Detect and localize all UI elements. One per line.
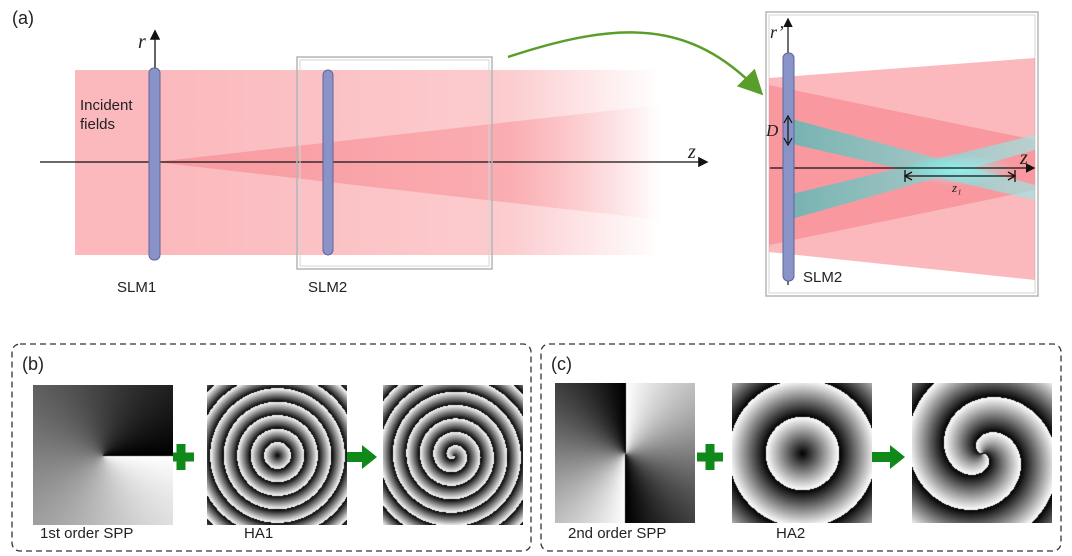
- panel-b-frame: [11, 343, 532, 552]
- panel-b-label: (b): [22, 354, 44, 374]
- r-axis-label: r: [138, 31, 146, 53]
- slm2-zoom-frame: [296, 56, 493, 270]
- c-spp2-image: [555, 383, 695, 523]
- plus-icon: [697, 444, 723, 470]
- z1-arrow-left: [903, 171, 913, 181]
- panel-c-frame: [540, 343, 1062, 552]
- beam-lower: [155, 105, 660, 255]
- inset-focus-glow: [905, 154, 1015, 186]
- inset-panel: z r’ D z₁ SLM2: [765, 11, 1039, 297]
- slm1-plate: [148, 67, 161, 261]
- z1-arrow-right: [1007, 171, 1017, 181]
- c-img2-caption: HA2: [776, 525, 805, 542]
- d-arrow-bottom: [783, 137, 793, 147]
- incident-label-2: fields: [80, 116, 115, 133]
- incident-label-1: Incident: [80, 97, 133, 114]
- arrow-right-icon: [871, 445, 905, 469]
- inset-d-label: D: [765, 121, 779, 140]
- d-arrow-top: [783, 114, 793, 124]
- plus-icon: [168, 444, 194, 470]
- inset-r-label: r’: [770, 22, 784, 42]
- z1-label: z₁: [951, 180, 962, 195]
- b-img1-caption: 1st order SPP: [40, 525, 133, 542]
- b-img2-caption: HA1: [244, 525, 273, 542]
- inset-z-label: z: [1019, 147, 1028, 169]
- c-ha2-image: [732, 383, 872, 523]
- b-ha1-image: [207, 385, 347, 525]
- panel-a-label: (a): [12, 8, 34, 28]
- slm2-label: SLM2: [308, 279, 347, 296]
- panel-c-label: (c): [551, 354, 572, 374]
- slm2-plate: [322, 69, 334, 256]
- c-result-image: [912, 383, 1052, 523]
- zoom-arrow: [507, 31, 764, 96]
- panel-c: (c): [540, 343, 1062, 552]
- arrow-right-icon: [343, 445, 377, 469]
- b-result-image: [383, 385, 523, 525]
- slm2-zoom-frame-inner: [299, 59, 490, 267]
- inset-slm2-label: SLM2: [803, 269, 842, 286]
- panel-a: (a) z r Incident fields SLM1 SLM2: [12, 8, 764, 296]
- slm1-label: SLM1: [117, 279, 156, 296]
- z-axis-label: z: [687, 141, 696, 163]
- inset-slm2-plate: [782, 52, 795, 282]
- b-spp1-image: [33, 385, 173, 525]
- c-img1-caption: 2nd order SPP: [568, 525, 666, 542]
- panel-b: (b): [11, 343, 532, 552]
